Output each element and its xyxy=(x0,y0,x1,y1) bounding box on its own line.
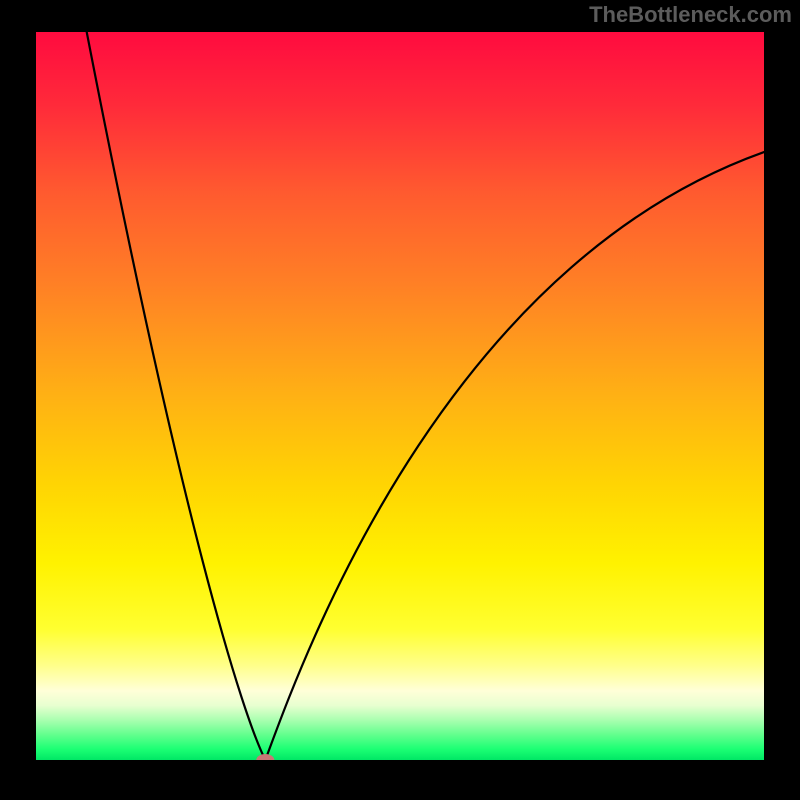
minimum-marker xyxy=(256,754,274,766)
bottleneck-chart xyxy=(0,0,800,800)
watermark-text: TheBottleneck.com xyxy=(589,2,792,28)
chart-background xyxy=(36,32,764,760)
chart-container: TheBottleneck.com xyxy=(0,0,800,800)
